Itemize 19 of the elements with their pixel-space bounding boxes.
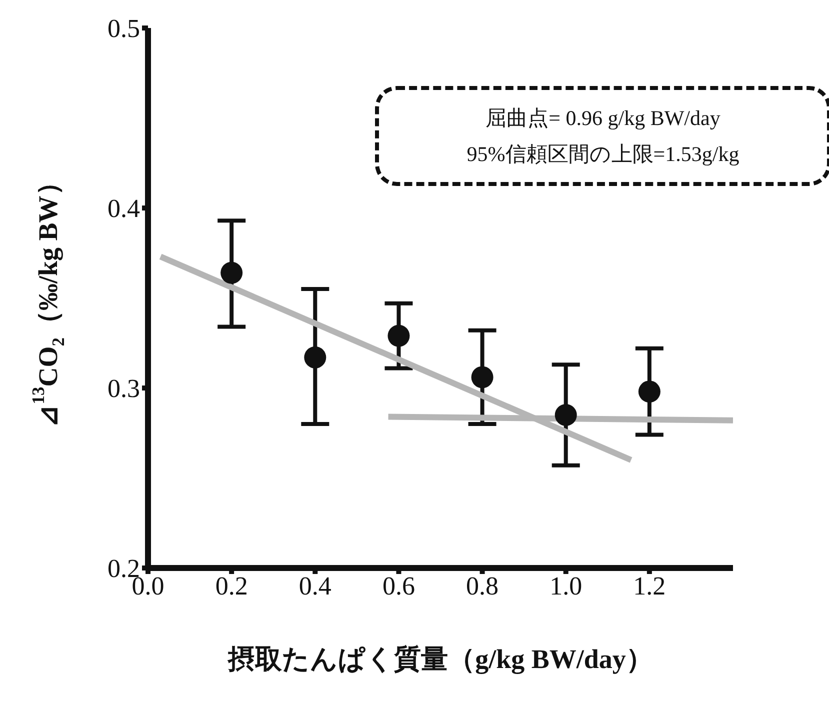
- annotation: 屈曲点= 0.96 g/kg BW/day: [484, 105, 722, 132]
- x-tick-label: 0.4: [298, 571, 332, 600]
- y-tick-label: 0.3: [108, 374, 140, 404]
- x-tick-label: 0.6: [382, 571, 415, 600]
- point: [638, 380, 660, 403]
- point: [471, 366, 494, 388]
- y-tick-label: 0.5: [108, 14, 140, 44]
- point: [554, 404, 577, 426]
- point: [220, 262, 243, 284]
- point: [304, 346, 326, 368]
- note-box: 屈曲点= 0.96 g/kg BW/day 95%信頼区間の上限=1.53g/kg: [375, 86, 829, 186]
- x-tick-label: 1.2: [633, 571, 666, 600]
- x-tick-label: 0.8: [466, 571, 499, 600]
- point: [388, 324, 410, 347]
- x-tick-label: 0.2: [215, 571, 248, 600]
- annotation: 95%信頼区間の上限=1.53g/kg: [466, 141, 740, 168]
- x-axis-title: 摂取たんぱく質量（g/kg BW/day）: [227, 644, 653, 674]
- x-tick-label: 1.0: [550, 571, 582, 600]
- y-tick-label: 0.4: [108, 194, 140, 224]
